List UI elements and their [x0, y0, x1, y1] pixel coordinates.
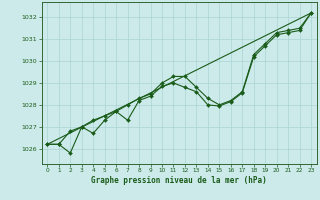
X-axis label: Graphe pression niveau de la mer (hPa): Graphe pression niveau de la mer (hPa)	[91, 176, 267, 185]
